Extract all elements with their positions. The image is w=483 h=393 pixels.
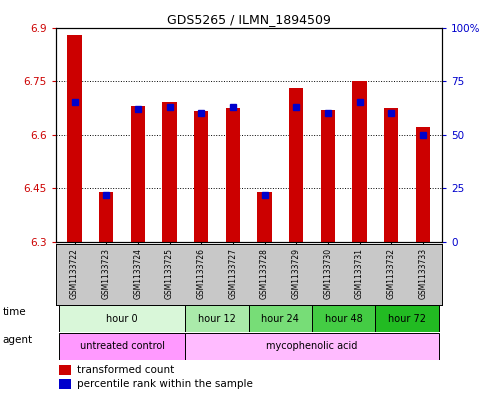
Bar xyxy=(312,305,375,332)
Text: hour 12: hour 12 xyxy=(198,314,236,324)
Bar xyxy=(185,305,249,332)
Text: GSM1133728: GSM1133728 xyxy=(260,248,269,299)
Bar xyxy=(321,110,335,242)
Bar xyxy=(68,35,82,242)
Text: GSM1133729: GSM1133729 xyxy=(292,248,301,299)
Text: hour 72: hour 72 xyxy=(388,314,426,324)
Text: hour 24: hour 24 xyxy=(261,314,299,324)
Text: transformed count: transformed count xyxy=(77,365,174,375)
Bar xyxy=(59,305,185,332)
Bar xyxy=(99,192,114,242)
Bar xyxy=(59,333,185,360)
Text: time: time xyxy=(2,307,26,317)
Text: percentile rank within the sample: percentile rank within the sample xyxy=(77,379,253,389)
Text: mycophenolic acid: mycophenolic acid xyxy=(267,341,358,351)
Text: GSM1133730: GSM1133730 xyxy=(324,248,332,299)
Bar xyxy=(59,379,71,389)
Bar xyxy=(416,127,430,242)
Bar xyxy=(353,81,367,242)
Text: GSM1133733: GSM1133733 xyxy=(418,248,427,299)
Text: GSM1133722: GSM1133722 xyxy=(70,248,79,299)
Text: hour 48: hour 48 xyxy=(325,314,363,324)
Bar xyxy=(289,88,303,242)
Bar xyxy=(131,106,145,242)
Text: untreated control: untreated control xyxy=(80,341,165,351)
Bar xyxy=(194,111,208,242)
Bar xyxy=(249,305,312,332)
Bar xyxy=(375,305,439,332)
Text: agent: agent xyxy=(2,334,32,345)
Text: GSM1133732: GSM1133732 xyxy=(387,248,396,299)
Text: GSM1133727: GSM1133727 xyxy=(228,248,238,299)
Bar xyxy=(185,333,439,360)
Bar xyxy=(162,103,177,242)
Bar xyxy=(257,192,272,242)
Bar xyxy=(59,365,71,375)
Text: GSM1133731: GSM1133731 xyxy=(355,248,364,299)
Bar xyxy=(226,108,240,242)
Text: GSM1133723: GSM1133723 xyxy=(102,248,111,299)
Text: GSM1133725: GSM1133725 xyxy=(165,248,174,299)
Text: GSM1133724: GSM1133724 xyxy=(133,248,142,299)
Bar xyxy=(384,108,398,242)
Text: hour 0: hour 0 xyxy=(106,314,138,324)
Title: GDS5265 / ILMN_1894509: GDS5265 / ILMN_1894509 xyxy=(167,13,331,26)
Text: GSM1133726: GSM1133726 xyxy=(197,248,206,299)
